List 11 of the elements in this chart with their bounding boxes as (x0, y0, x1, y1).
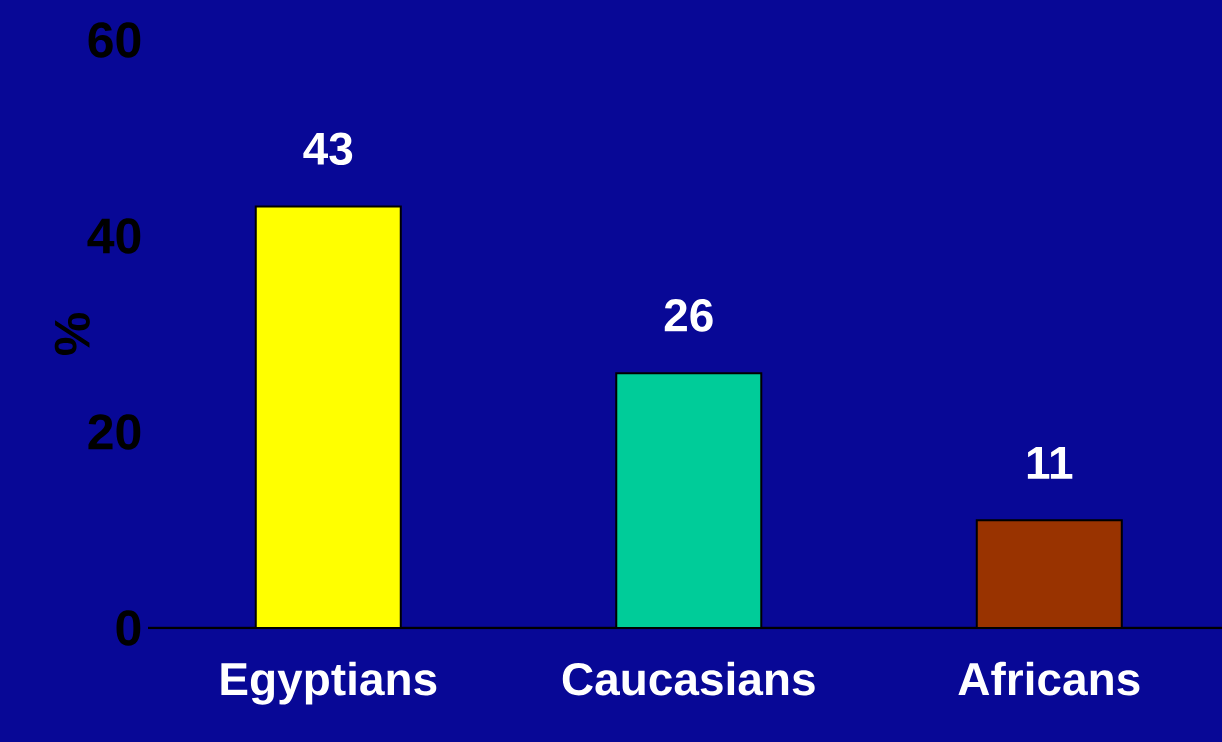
y-tick-label: 60 (88, 22, 141, 58)
y-tick-label: 40 (87, 218, 141, 254)
x-tick-label: Africans (958, 661, 1140, 696)
data-label: 26 (664, 299, 713, 332)
data-label: 11 (1027, 447, 1073, 479)
y-axis-title: % (54, 313, 90, 355)
y-tick-label: 20 (88, 414, 141, 450)
y-tick-label: 0 (116, 610, 141, 646)
x-tick-label: Caucasians (562, 661, 815, 696)
x-tick-label: Egyptians (221, 661, 437, 705)
data-label: 43 (303, 132, 353, 166)
